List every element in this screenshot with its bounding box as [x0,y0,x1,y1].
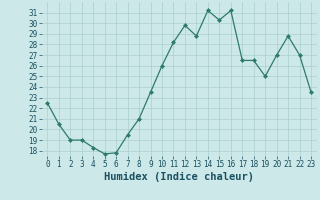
X-axis label: Humidex (Indice chaleur): Humidex (Indice chaleur) [104,172,254,182]
